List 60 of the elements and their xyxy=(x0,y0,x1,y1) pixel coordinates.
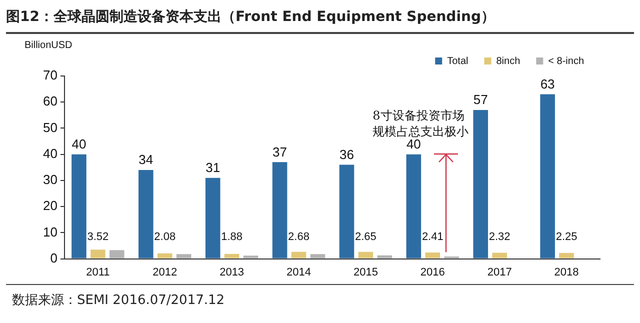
x-tick-label: 2013 xyxy=(220,266,244,278)
y-tick-label: 10 xyxy=(42,224,58,240)
data-label: 2.25 xyxy=(556,231,578,244)
bar xyxy=(406,154,422,258)
bar xyxy=(310,254,326,258)
data-label: 40 xyxy=(72,136,86,152)
bar xyxy=(243,256,258,258)
y-axis-title: BillionUSD xyxy=(24,40,72,51)
legend-label: Total xyxy=(447,56,468,67)
bar xyxy=(425,252,440,258)
data-label: 31 xyxy=(206,160,220,175)
bar xyxy=(110,250,124,258)
bar xyxy=(492,252,507,258)
y-tick-label: 30 xyxy=(42,172,58,188)
y-tick-label: 70 xyxy=(42,68,58,83)
annotation: 8寸设备投资市场规模占总支出极小 xyxy=(372,108,469,138)
data-label: 2.08 xyxy=(154,231,176,244)
x-tick-label: 2012 xyxy=(152,266,178,278)
data-label: 2.41 xyxy=(422,231,444,244)
bar xyxy=(224,254,240,258)
data-label: 37 xyxy=(272,144,288,160)
x-tick-label: 2014 xyxy=(286,266,311,278)
y-tick-label: 60 xyxy=(42,94,58,109)
bar xyxy=(473,110,488,258)
bar xyxy=(358,252,374,258)
x-tick-label: 2011 xyxy=(86,266,110,278)
legend-label: 8inch xyxy=(496,56,520,67)
data-label: 1.88 xyxy=(221,231,243,244)
bar xyxy=(339,164,354,258)
bar xyxy=(176,254,192,258)
y-tick-label: 0 xyxy=(50,250,58,266)
bar xyxy=(205,178,220,258)
bar xyxy=(377,255,392,258)
bar xyxy=(72,154,86,258)
data-label: 63 xyxy=(540,76,555,92)
x-tick-label: 2017 xyxy=(487,266,512,278)
data-label: 36 xyxy=(340,146,354,162)
data-label: 34 xyxy=(138,152,154,168)
y-tick-label: 20 xyxy=(42,198,58,214)
x-tick-label: 2015 xyxy=(353,266,378,278)
legend-label: < 8-inch xyxy=(548,56,584,67)
bar xyxy=(272,162,288,258)
data-label: 40 xyxy=(406,136,421,152)
bar xyxy=(138,170,154,258)
source-note: 数据来源：SEMI 2016.07/2017.12 xyxy=(12,292,225,309)
data-label: 2.65 xyxy=(354,231,376,244)
chart-title: 图12：全球晶圆制造设备资本支出（Front End Equipment Spending） xyxy=(6,8,495,26)
data-label: 57 xyxy=(473,92,488,108)
x-tick-label: 2016 xyxy=(420,266,445,278)
data-label: 3.52 xyxy=(87,231,109,244)
bar xyxy=(157,253,172,258)
data-label: 2.68 xyxy=(288,231,310,244)
y-tick-label: 40 xyxy=(42,146,58,161)
bar xyxy=(291,252,306,258)
y-tick-label: 50 xyxy=(42,120,58,135)
data-label: 2.32 xyxy=(488,231,510,244)
bar xyxy=(90,250,106,258)
bar xyxy=(559,252,574,258)
x-tick-label: 2018 xyxy=(554,266,579,278)
bar xyxy=(540,94,555,258)
